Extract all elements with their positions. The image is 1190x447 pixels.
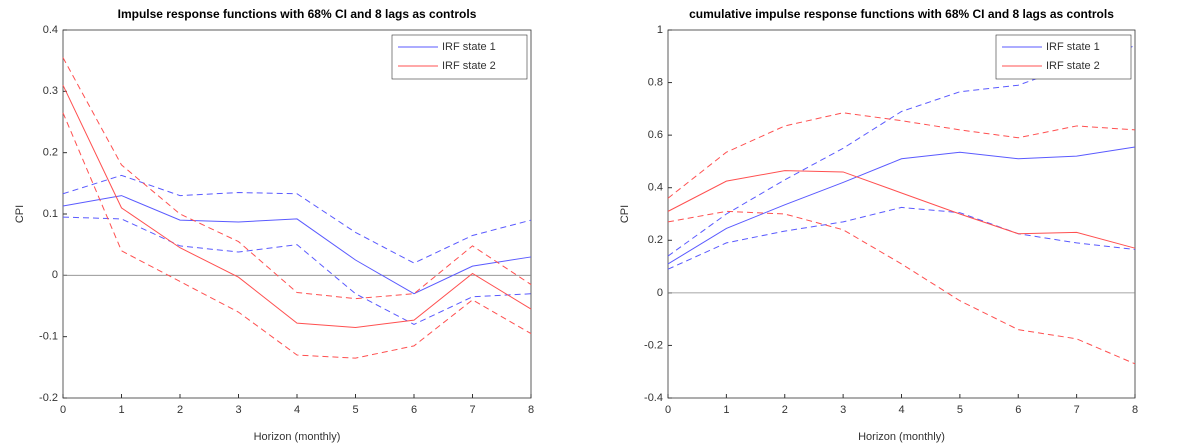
ci-upper-line	[62, 174, 532, 264]
y-tick-label: 0	[657, 287, 663, 299]
chart-title: Impulse response functions with 68% CI a…	[118, 7, 477, 21]
x-tick-label: 2	[177, 404, 183, 416]
y-tick-label: 1	[657, 24, 663, 36]
legend-label: IRF state 2	[442, 60, 496, 72]
ci-upper-line	[62, 57, 532, 300]
x-tick-label: 0	[60, 404, 66, 416]
x-tick-label: 3	[235, 404, 241, 416]
x-tick-label: 4	[898, 404, 904, 416]
x-tick-label: 8	[528, 404, 534, 416]
ci-lower-line	[62, 112, 532, 359]
irf-line	[62, 84, 532, 328]
y-tick-label: 0.2	[43, 147, 58, 159]
y-tick-label: 0.6	[648, 129, 663, 141]
irf-line	[667, 170, 1136, 249]
y-tick-label: 0	[52, 269, 58, 281]
y-tick-label: 0.1	[43, 208, 58, 220]
y-tick-label: 0.3	[43, 85, 58, 97]
legend-box	[995, 34, 1132, 80]
y-tick-label: -0.1	[39, 331, 58, 343]
x-tick-label: 4	[294, 404, 300, 416]
y-tick-label: 0.4	[43, 24, 58, 36]
x-axis-label: Horizon (monthly)	[254, 431, 341, 443]
y-axis-label: CPI	[14, 205, 26, 223]
y-tick-label: -0.2	[644, 339, 663, 351]
irf-line	[62, 195, 532, 295]
irf-line	[667, 146, 1136, 265]
x-tick-label: 3	[840, 404, 846, 416]
ci-upper-line	[667, 112, 1136, 199]
ci-lower-line	[62, 216, 532, 325]
ci-lower-line	[667, 210, 1136, 365]
plot-area	[62, 29, 532, 399]
plot-area	[667, 29, 1136, 399]
ci-lower-line	[667, 206, 1136, 270]
x-tick-label: 8	[1132, 404, 1138, 416]
x-tick-label: 5	[957, 404, 963, 416]
x-axis-label: Horizon (monthly)	[858, 431, 945, 443]
y-tick-label: -0.2	[39, 392, 58, 404]
ci-upper-line	[667, 45, 1136, 257]
legend-label: IRF state 1	[1046, 41, 1100, 53]
x-tick-label: 5	[352, 404, 358, 416]
y-tick-label: -0.4	[644, 392, 663, 404]
y-axis-label: CPI	[619, 205, 631, 223]
x-tick-label: 0	[665, 404, 671, 416]
legend-label: IRF state 2	[1046, 60, 1100, 72]
y-tick-label: 0.2	[648, 234, 663, 246]
y-tick-label: 0.8	[648, 76, 663, 88]
x-tick-label: 1	[723, 404, 729, 416]
y-tick-label: 0.4	[648, 182, 663, 194]
legend-label: IRF state 1	[442, 41, 496, 53]
x-tick-label: 7	[1074, 404, 1080, 416]
x-tick-label: 6	[1015, 404, 1021, 416]
x-tick-label: 7	[469, 404, 475, 416]
legend-box	[391, 34, 528, 80]
x-tick-label: 1	[118, 404, 124, 416]
x-tick-label: 6	[411, 404, 417, 416]
x-tick-label: 2	[782, 404, 788, 416]
chart-title: cumulative impulse response functions wi…	[689, 7, 1114, 21]
